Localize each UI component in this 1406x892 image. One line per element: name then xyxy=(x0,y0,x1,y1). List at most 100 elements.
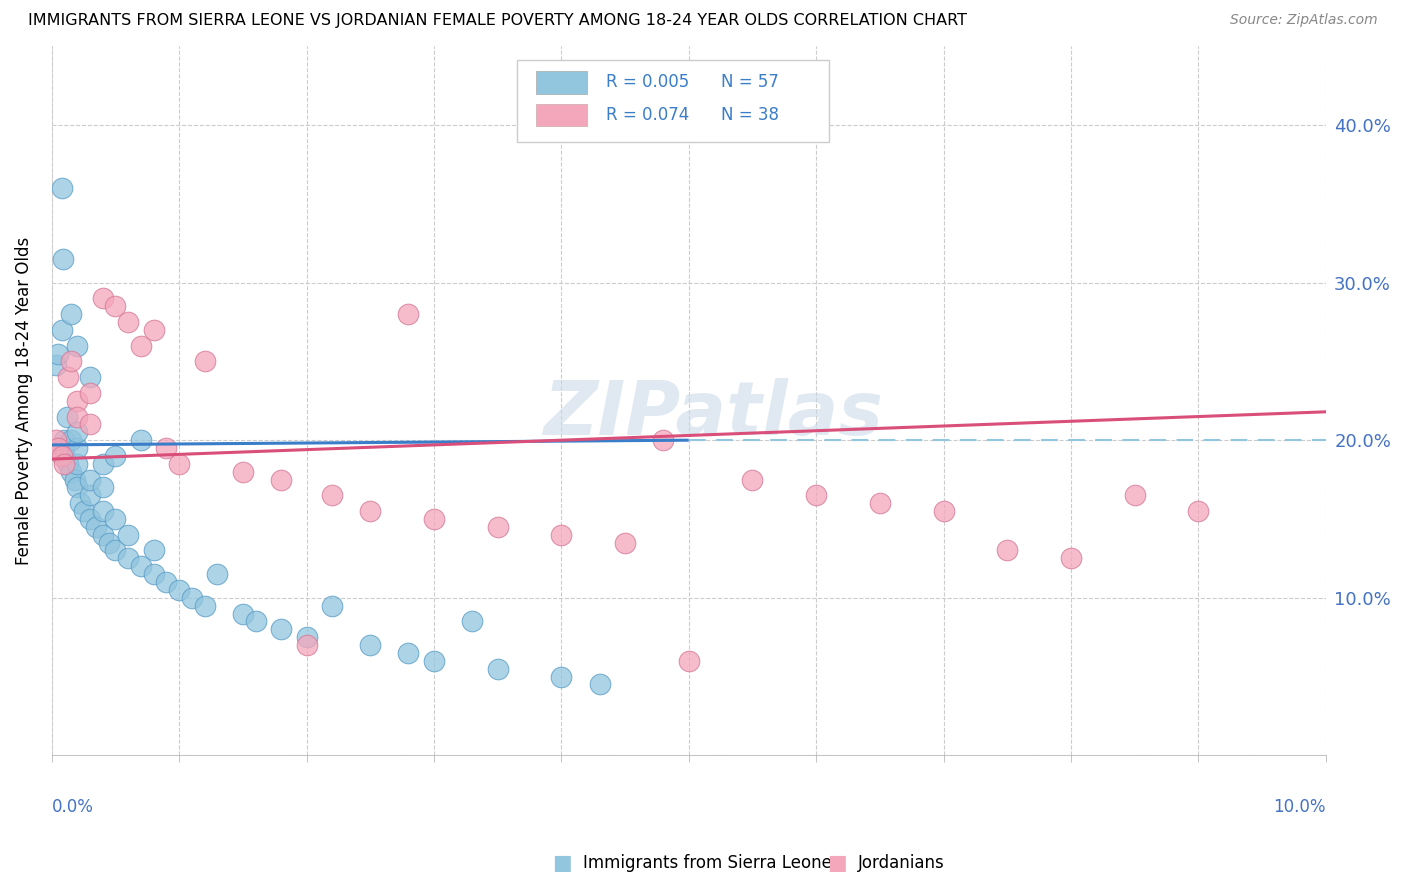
Point xyxy=(550,669,572,683)
Point xyxy=(59,354,82,368)
Point xyxy=(321,488,343,502)
Point xyxy=(194,599,217,613)
Point xyxy=(550,527,572,541)
Point xyxy=(1060,551,1083,566)
Point xyxy=(117,551,139,566)
Point xyxy=(1187,504,1209,518)
Point xyxy=(398,307,420,321)
Point xyxy=(79,385,101,400)
Text: Source: ZipAtlas.com: Source: ZipAtlas.com xyxy=(1230,13,1378,28)
Point xyxy=(58,457,80,471)
Point xyxy=(486,520,509,534)
Point xyxy=(72,504,94,518)
Point xyxy=(53,449,76,463)
Point xyxy=(91,504,114,518)
Point xyxy=(52,252,75,266)
Point xyxy=(53,457,76,471)
Point xyxy=(104,449,127,463)
Point xyxy=(79,512,101,526)
Point xyxy=(66,480,89,494)
Point xyxy=(995,543,1018,558)
Point xyxy=(104,543,127,558)
Point xyxy=(69,496,91,510)
Point xyxy=(142,323,165,337)
Text: 0.0%: 0.0% xyxy=(52,798,94,816)
Text: ■: ■ xyxy=(553,854,572,873)
Point xyxy=(91,291,114,305)
Point xyxy=(45,358,67,372)
Point xyxy=(869,496,891,510)
Point xyxy=(98,535,121,549)
Point xyxy=(51,449,73,463)
Point xyxy=(741,473,763,487)
Point xyxy=(79,473,101,487)
Text: 10.0%: 10.0% xyxy=(1274,798,1326,816)
Point xyxy=(51,181,73,195)
Text: ■: ■ xyxy=(827,854,846,873)
Point xyxy=(91,480,114,494)
Point xyxy=(53,441,76,455)
Text: ZIPatlas: ZIPatlas xyxy=(544,378,884,451)
Point xyxy=(104,512,127,526)
Point xyxy=(588,677,610,691)
Bar xyxy=(536,103,586,127)
Point xyxy=(270,622,292,636)
Point xyxy=(53,433,76,447)
Point xyxy=(56,409,79,424)
Text: Immigrants from Sierra Leone: Immigrants from Sierra Leone xyxy=(583,855,832,872)
Point xyxy=(66,409,89,424)
Point xyxy=(46,441,69,455)
Point xyxy=(66,425,89,440)
Point xyxy=(678,654,700,668)
Point xyxy=(66,457,89,471)
Text: N = 57: N = 57 xyxy=(721,73,779,91)
Y-axis label: Female Poverty Among 18-24 Year Olds: Female Poverty Among 18-24 Year Olds xyxy=(15,236,32,565)
Point xyxy=(86,520,108,534)
Point xyxy=(129,559,152,574)
Text: IMMIGRANTS FROM SIERRA LEONE VS JORDANIAN FEMALE POVERTY AMONG 18-24 YEAR OLDS C: IMMIGRANTS FROM SIERRA LEONE VS JORDANIA… xyxy=(28,13,967,29)
Point xyxy=(129,433,152,447)
Point xyxy=(46,346,69,360)
Point xyxy=(142,543,165,558)
Point xyxy=(270,473,292,487)
Point xyxy=(232,607,254,621)
Point xyxy=(295,638,318,652)
Point xyxy=(142,567,165,582)
Point xyxy=(155,441,177,455)
Point xyxy=(91,527,114,541)
Point xyxy=(66,393,89,408)
Point xyxy=(423,512,446,526)
Point xyxy=(194,354,217,368)
Point xyxy=(117,527,139,541)
Text: R = 0.005: R = 0.005 xyxy=(606,73,689,91)
Point xyxy=(398,646,420,660)
Point xyxy=(129,338,152,352)
Point xyxy=(232,465,254,479)
Point xyxy=(804,488,827,502)
Point xyxy=(58,370,80,384)
Point xyxy=(66,338,89,352)
Point xyxy=(167,582,190,597)
Text: R = 0.074: R = 0.074 xyxy=(606,106,689,124)
FancyBboxPatch shape xyxy=(517,61,830,142)
Point xyxy=(91,457,114,471)
Bar xyxy=(536,71,586,94)
Text: Jordanians: Jordanians xyxy=(858,855,945,872)
Point xyxy=(1123,488,1146,502)
Point xyxy=(359,504,381,518)
Point xyxy=(652,433,675,447)
Point xyxy=(461,615,484,629)
Point xyxy=(614,535,637,549)
Point xyxy=(359,638,381,652)
Point xyxy=(59,433,82,447)
Point xyxy=(321,599,343,613)
Point xyxy=(51,323,73,337)
Point xyxy=(63,473,86,487)
Point xyxy=(207,567,229,582)
Point xyxy=(155,574,177,589)
Point xyxy=(117,315,139,329)
Point xyxy=(486,662,509,676)
Point xyxy=(79,417,101,432)
Point xyxy=(167,457,190,471)
Point xyxy=(59,307,82,321)
